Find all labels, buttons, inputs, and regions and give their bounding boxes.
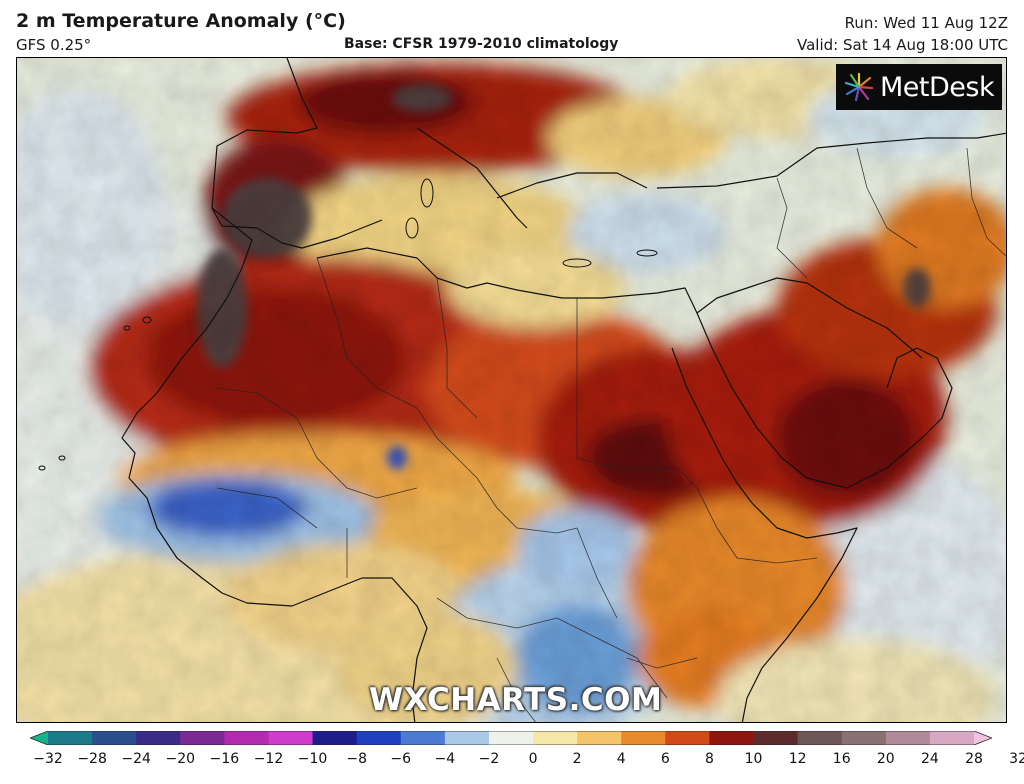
colorbar-tick-label: −32 bbox=[33, 751, 63, 767]
colorbar-tick-label: 24 bbox=[920, 751, 939, 767]
colorbar-tick-label: 20 bbox=[876, 751, 895, 767]
colorbar-tick-label: −6 bbox=[390, 751, 412, 767]
colorbar-tick-label: 28 bbox=[965, 751, 983, 767]
colorbar-segment bbox=[797, 731, 843, 745]
country-borders bbox=[216, 147, 1006, 722]
colorbar-segment bbox=[974, 731, 992, 745]
colorbar-segment bbox=[488, 731, 534, 745]
colorbar-tick-label: 2 bbox=[572, 751, 582, 767]
colorbar-tick-label: 8 bbox=[704, 751, 714, 767]
colorbar-tick-label: 6 bbox=[660, 751, 670, 767]
colorbar-tick-label: −20 bbox=[165, 751, 196, 767]
colorbar-segment bbox=[180, 731, 225, 745]
valid-time-label: Valid: Sat 14 Aug 18:00 UTC bbox=[797, 36, 1008, 54]
climatology-base-label: Base: CFSR 1979-2010 climatology bbox=[344, 36, 619, 52]
colorbar-segment bbox=[356, 731, 402, 745]
colorbar-segment bbox=[268, 731, 314, 745]
colorbar-segment bbox=[533, 731, 578, 745]
colorbar-segment bbox=[400, 731, 446, 745]
metdesk-logo: MetDesk bbox=[836, 64, 1002, 110]
colorbar-tick-label: 0 bbox=[528, 751, 538, 767]
colorbar-tick-label: −8 bbox=[346, 751, 367, 767]
colorbar-segment bbox=[929, 731, 975, 745]
anomaly-map-canvas bbox=[17, 58, 1006, 722]
colorbar-segment bbox=[753, 731, 799, 745]
model-label: GFS 0.25° bbox=[16, 36, 92, 54]
colorbar-tick-label: 12 bbox=[788, 751, 807, 767]
metdesk-logo-text: MetDesk bbox=[880, 71, 995, 103]
colorbar-tick-label: 10 bbox=[744, 751, 763, 767]
colorbar-segment bbox=[92, 731, 137, 745]
colorbar-segment bbox=[709, 731, 755, 745]
colorbar-tick-label: 32 bbox=[1009, 751, 1024, 767]
temperature-colorbar bbox=[30, 731, 992, 745]
colorbar-segment bbox=[665, 731, 711, 745]
anomaly-map[interactable]: MetDesk WXCHARTS.COM bbox=[16, 57, 1007, 723]
colorbar-segment bbox=[30, 731, 48, 745]
colorbar-tick-label: −4 bbox=[434, 751, 456, 767]
colorbar-tick-label: −16 bbox=[209, 751, 240, 767]
colorbar-segment bbox=[48, 731, 93, 745]
colorbar-segment bbox=[885, 731, 931, 745]
metdesk-star-icon bbox=[844, 72, 874, 102]
colorbar-segment bbox=[577, 731, 622, 745]
colorbar-segment bbox=[621, 731, 666, 745]
colorbar-tick-label: −10 bbox=[297, 751, 328, 767]
colorbar-tick-label: 16 bbox=[832, 751, 851, 767]
colorbar-segment bbox=[841, 731, 887, 745]
colorbar-segment bbox=[444, 731, 490, 745]
colorbar-segment bbox=[312, 731, 358, 745]
texture-overlay bbox=[17, 58, 1006, 722]
islands bbox=[38, 178, 658, 471]
run-time-label: Run: Wed 11 Aug 12Z bbox=[844, 14, 1008, 32]
coastlines bbox=[121, 58, 1006, 722]
colorbar-tick-labels: −32 −28 −24 −20 −16 −12 −10 −8 −6 −4 −2 0 2 4 6 8 10 12 16… bbox=[0, 751, 1024, 771]
colorbar-tick-label: 4 bbox=[616, 751, 626, 767]
colorbar-tick-label: −28 bbox=[77, 751, 107, 767]
colorbar-segment bbox=[136, 731, 181, 745]
wxcharts-watermark: WXCHARTS.COM bbox=[369, 682, 663, 718]
colorbar-segment bbox=[224, 731, 270, 745]
colorbar-tick-label: −12 bbox=[253, 751, 284, 767]
colorbar-tick-label: −2 bbox=[478, 751, 500, 767]
chart-title: 2 m Temperature Anomaly (°C) bbox=[16, 10, 346, 32]
colorbar-tick-label: −24 bbox=[121, 751, 151, 767]
